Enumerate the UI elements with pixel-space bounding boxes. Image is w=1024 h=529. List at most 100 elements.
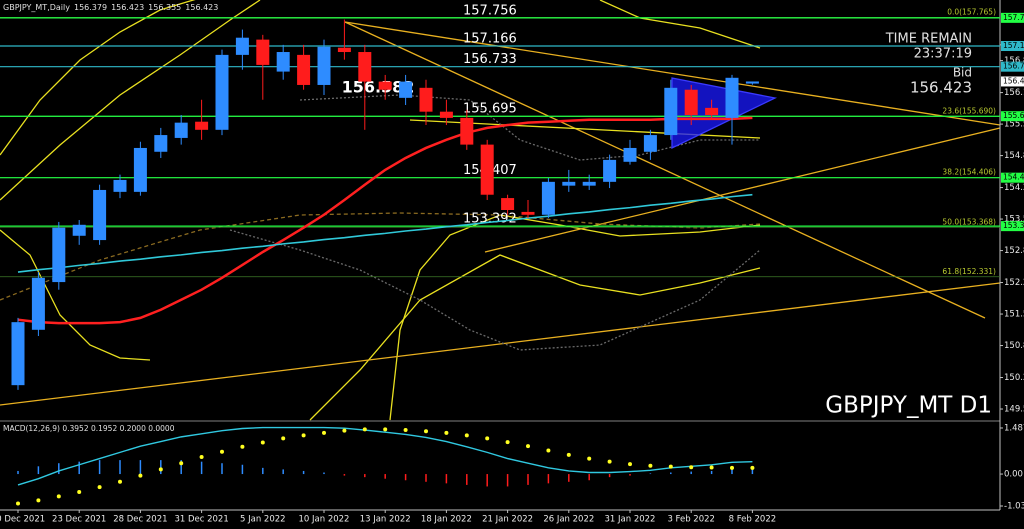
drawing-objects <box>0 0 1001 421</box>
x-tick-label: 20 Dec 2021 <box>0 515 45 525</box>
level-label: 157.756 <box>463 3 517 18</box>
macd-signal-dot <box>77 490 82 495</box>
macd-signal-dot <box>281 436 286 441</box>
watermark: GBPJPY_MT D1 <box>825 393 992 419</box>
macd-signal-dot <box>260 440 265 445</box>
macd-signal-dot <box>607 459 612 464</box>
macd-signal-dot <box>403 428 408 433</box>
price-box <box>1001 172 1024 183</box>
price-box <box>1001 111 1024 122</box>
bid-value: 156.423 <box>910 79 972 97</box>
macd-signal-dot <box>16 501 20 506</box>
trend-line <box>0 282 1001 406</box>
macd-signal-dot <box>199 455 204 460</box>
bid-label: Bid <box>953 66 972 80</box>
candle-body <box>235 37 249 55</box>
price-box-label: 157.756 <box>1003 13 1024 22</box>
macd-signal-dot <box>158 467 163 472</box>
x-tick-label: 23 Dec 2021 <box>52 515 106 525</box>
price-box <box>1001 221 1024 232</box>
candle-body <box>11 322 25 386</box>
macd-signal-dot <box>628 462 632 467</box>
trend-curve <box>309 254 761 421</box>
candle-body <box>133 147 147 192</box>
fibo-label: 38.2(154.406) <box>942 168 996 177</box>
candle-body <box>521 211 535 215</box>
level-label: 156.733 <box>463 52 517 67</box>
close-value: 156.423 <box>185 3 218 12</box>
macd-signal-dot <box>301 433 306 438</box>
macd-signal-dot <box>750 465 755 470</box>
candle-body <box>725 77 739 118</box>
moving-average <box>17 116 753 325</box>
candle-body <box>113 179 127 192</box>
candle-body <box>664 87 678 136</box>
cloud-line <box>299 94 760 161</box>
macd-signal-dot <box>709 465 714 470</box>
candle-body <box>684 89 698 116</box>
x-tick-label: 26 Jan 2022 <box>543 515 594 525</box>
macd-signal-dot <box>546 448 551 453</box>
x-tick-label: 21 Jan 2022 <box>482 515 533 525</box>
candle-body <box>562 181 576 186</box>
level-label: 157.166 <box>463 32 517 47</box>
macd-signal-dot <box>342 428 347 433</box>
candle-body <box>256 39 270 65</box>
x-tick-label: 18 Jan 2022 <box>421 515 472 525</box>
x-tick-label: 31 Dec 2021 <box>174 515 228 525</box>
candle-body <box>460 117 474 145</box>
level-label: 155.695 <box>463 102 517 117</box>
price-box-label: 155.695 <box>1003 111 1024 120</box>
candle-body <box>317 46 331 85</box>
candle-body <box>480 144 494 195</box>
macd-signal-dot <box>566 452 571 457</box>
candle-body <box>745 81 759 84</box>
macd-signal-dot <box>424 429 428 434</box>
macd-signal-dot <box>444 430 449 435</box>
macd-signal-dot <box>383 427 388 432</box>
price-annotation: 156.582 <box>342 78 415 97</box>
candle-body <box>643 135 657 152</box>
time-remain-label: TIME REMAIN <box>885 32 972 47</box>
y-tick-label: 155.530 <box>1004 120 1024 130</box>
x-tick-label: 31 Jan 2022 <box>605 515 656 525</box>
macd-signal-dot <box>648 463 653 468</box>
macd-signal-dot <box>36 498 41 503</box>
y-tick-label: 154.200 <box>1004 183 1024 193</box>
trend-curve <box>0 229 151 361</box>
candle-body <box>154 135 168 152</box>
macd-signal-dot <box>730 465 734 470</box>
candle-body <box>52 227 66 283</box>
time-remain: 23:37:19 <box>914 47 972 62</box>
x-tick-label: 10 Jan 2022 <box>299 515 350 525</box>
y-tick-label: 150.890 <box>1004 341 1024 351</box>
candle-body <box>31 277 45 330</box>
symbol: GBPJPY_MT,Daily <box>3 3 70 12</box>
candle-body <box>623 147 637 162</box>
candle-body <box>337 47 351 53</box>
macd-signal-dot <box>464 433 469 438</box>
candle-body <box>501 198 515 210</box>
fibo-label: 61.8(152.331) <box>942 267 996 276</box>
x-tick-label: 8 Feb 2022 <box>729 515 777 525</box>
macd-signal-dot <box>362 427 367 432</box>
macd-signal-dot <box>587 456 592 461</box>
y-tick-label: 156.190 <box>1004 88 1024 98</box>
macd-y-tick-label: 0.00 <box>1004 470 1023 480</box>
candle-body <box>174 122 188 138</box>
price-box <box>1001 41 1024 52</box>
candle-body <box>93 189 107 241</box>
macd-signal-dot <box>689 465 694 470</box>
macd-signal-dot <box>526 444 530 449</box>
y-tick-label: 153.540 <box>1004 215 1024 225</box>
candle-body <box>378 81 392 90</box>
candle-body <box>297 54 311 85</box>
fibo-label: 50.0(153.368) <box>942 217 996 226</box>
price-box <box>1001 61 1024 72</box>
price-box-label: 157.166 <box>1003 41 1024 50</box>
macd-signal-dot <box>322 430 326 435</box>
y-tick-label: 149.560 <box>1004 405 1024 415</box>
cloud-line <box>229 229 761 351</box>
fibo-label: 23.6(155.690) <box>942 106 996 115</box>
